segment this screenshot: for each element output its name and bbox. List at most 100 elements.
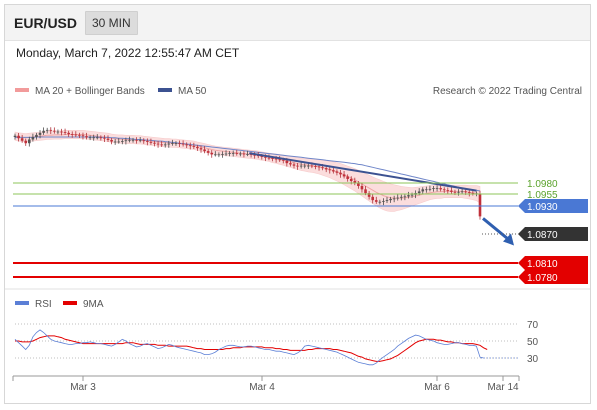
datetime-label: Monday, March 7, 2022 12:55:47 AM CET [16, 46, 240, 60]
candle-body [285, 160, 289, 164]
candle-body [256, 155, 260, 157]
rsi-legend-label: RSI [35, 299, 52, 310]
candle-body [353, 181, 357, 184]
candle-body [439, 188, 442, 190]
candle-body [321, 167, 324, 169]
candle-body [110, 139, 113, 142]
candle-body [278, 159, 281, 161]
candle-body [85, 136, 88, 138]
last-price-tag [518, 227, 588, 241]
candle-body [38, 132, 42, 135]
candle-body [335, 171, 339, 173]
candle-body [156, 143, 160, 145]
candle-body [446, 190, 450, 191]
candle-body [196, 146, 199, 149]
candle-body [296, 165, 299, 167]
candle-body [339, 172, 342, 175]
candle-body [281, 159, 285, 161]
credit-label: Research © 2022 Trading Central [433, 86, 582, 97]
candle-body [432, 188, 435, 189]
timeframe-button[interactable]: 30 MIN [85, 11, 138, 35]
price-panel [13, 127, 514, 246]
bb-legend-swatch [15, 88, 29, 92]
candle-body [435, 188, 439, 189]
candle-body [106, 138, 110, 140]
candle-body [28, 139, 31, 144]
candle-body [407, 195, 410, 197]
candle-body [20, 138, 24, 141]
candle-body [210, 152, 214, 155]
support-price-tag [518, 270, 588, 284]
support-price-label: 1.0810 [527, 259, 558, 270]
candle-body [92, 137, 95, 139]
candle-body [442, 189, 446, 191]
rsi-level-label: 50 [527, 337, 539, 348]
candle-body [378, 201, 382, 203]
candle-body [88, 137, 92, 139]
last-price-label: 1.0870 [527, 230, 558, 241]
candle-body [13, 135, 17, 137]
candle-body [35, 134, 38, 137]
candle-body [49, 129, 53, 131]
candle-body [371, 196, 374, 201]
candle-body [382, 200, 385, 202]
symbol-label: EUR/USD [14, 15, 78, 31]
rsi-legend-swatch [15, 301, 29, 305]
candle-body [478, 193, 482, 217]
candle-body [117, 141, 121, 143]
chart-header: EUR/USD 30 MIN [5, 5, 590, 41]
candle-body [221, 154, 224, 155]
candle-body [60, 131, 63, 133]
candle-body [453, 191, 457, 193]
candle-body [74, 134, 78, 136]
candle-body [163, 144, 167, 146]
support-price-tag [518, 256, 588, 270]
candle-body [24, 140, 28, 144]
candle-body [239, 153, 242, 155]
candle-body [149, 141, 153, 143]
candle-body [271, 158, 274, 159]
chart-widget: EUR/USD 30 MIN Monday, March 7, 2022 12:… [4, 4, 591, 404]
candle-body [400, 196, 403, 198]
candle-body [450, 190, 453, 192]
candle-body [217, 154, 221, 156]
candle-body [121, 141, 124, 142]
candle-body [357, 183, 360, 187]
candle-body [328, 169, 332, 171]
candle-body [457, 191, 460, 193]
candle-body [178, 143, 181, 145]
candle-body [417, 191, 421, 194]
candle-body [99, 137, 103, 139]
candle-body [138, 140, 142, 142]
candle-body [95, 137, 99, 139]
candle-body [396, 197, 400, 199]
candle-body [425, 189, 428, 191]
candle-body [81, 135, 85, 137]
candle-body [203, 149, 206, 152]
candle-body [392, 198, 396, 200]
candle-body [70, 134, 74, 135]
candle-body [421, 189, 425, 192]
candle-body [346, 176, 349, 179]
candle-body [206, 151, 210, 153]
candle-body [214, 154, 217, 156]
candle-body [188, 145, 192, 147]
candle-body [467, 192, 471, 194]
candle-body [360, 186, 364, 190]
candle-body [185, 144, 188, 146]
resistance-label: 1.0955 [527, 190, 558, 201]
x-axis: Mar 3 Mar 4 Mar 6 Mar 14 [12, 375, 520, 393]
candle-body [42, 130, 45, 133]
candle-body [160, 144, 163, 146]
candle-body [367, 193, 371, 197]
x-tick-label: Mar 3 [70, 382, 96, 393]
candle-body [128, 139, 131, 141]
resistance-label: 1.0980 [527, 179, 558, 190]
candle-body [246, 154, 249, 155]
candle-body [228, 153, 231, 154]
candle-body [135, 139, 138, 141]
candle-body [428, 188, 432, 190]
candle-body [303, 165, 307, 167]
candle-body [299, 165, 303, 167]
trend-line [249, 152, 477, 192]
